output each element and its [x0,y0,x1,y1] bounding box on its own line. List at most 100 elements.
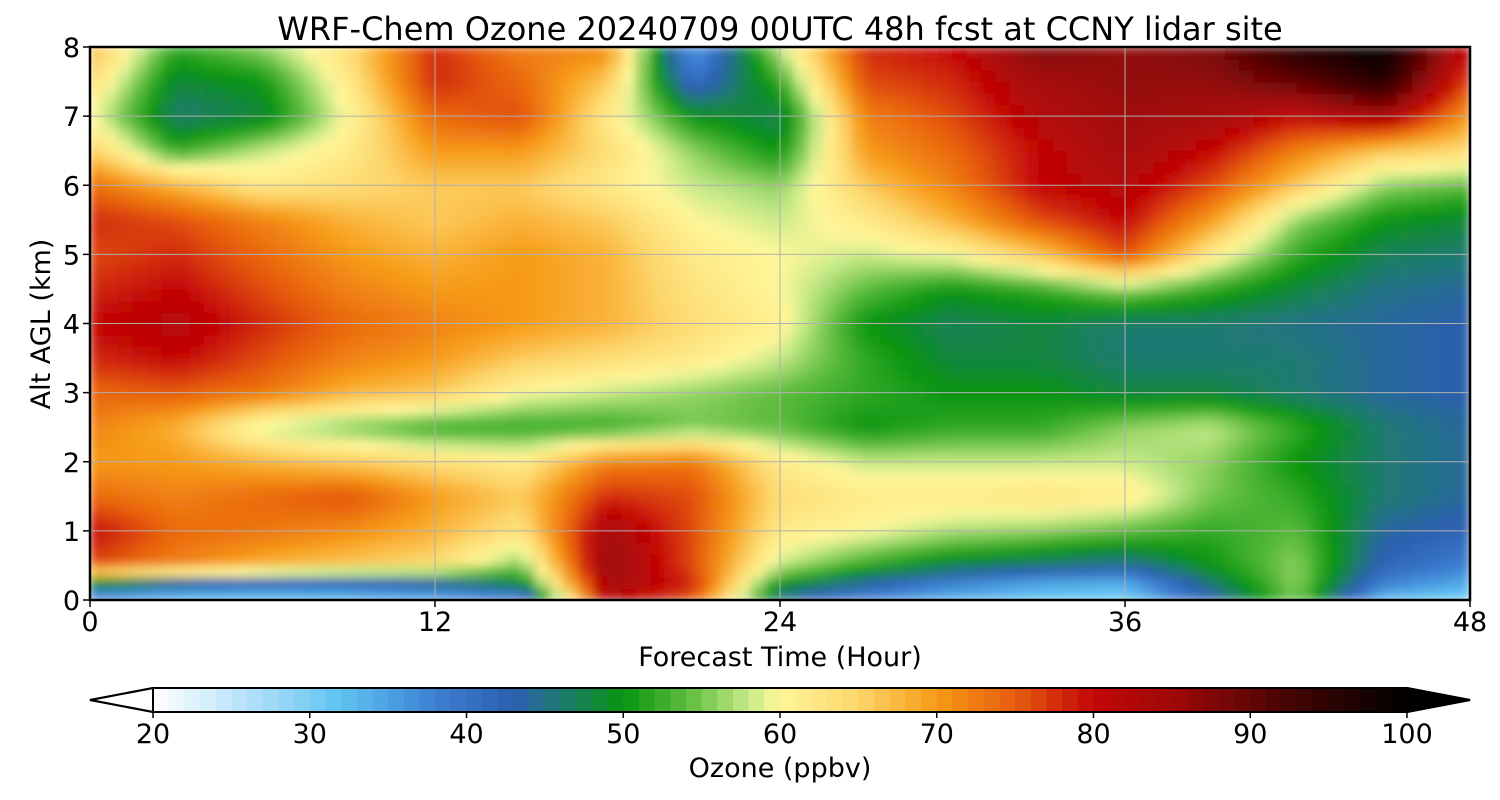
ozone-cell [1181,541,1198,555]
ozone-cell [1210,380,1227,394]
ozone-cell [276,127,292,140]
ozone-cell [995,438,1011,451]
ozone-cell [276,230,292,244]
ozone-cell [664,495,680,509]
ozone-cell [822,426,839,440]
ozone-cell [1411,449,1428,463]
ozone-cell [405,438,422,451]
ozone-cell [1181,127,1198,140]
ozone-cell [721,173,738,186]
ozone-cell [132,219,149,232]
ozone-cell [333,288,350,302]
ozone-cell [650,345,666,359]
ozone-cell [1354,92,1370,106]
ozone-cell [664,288,680,302]
ozone-cell [1095,518,1112,532]
ozone-cell [391,345,407,359]
ozone-cell [405,173,422,186]
ozone-cell [376,80,393,94]
ozone-cell [90,311,105,325]
ozone-cell [966,461,982,474]
ozone-cell [1181,334,1198,348]
ozone-cell [779,80,795,94]
ozone-cell [448,253,465,267]
ozone-cell [635,299,652,313]
ozone-cell [376,461,393,474]
ozone-cell [491,184,508,198]
ozone-cell [391,173,407,186]
colorbar-band [1218,688,1236,712]
ozone-cell [578,380,594,394]
ozone-cell [261,507,278,520]
ozone-cell [218,392,235,405]
ozone-cell [721,265,738,279]
ozone-cell [923,311,939,325]
ozone-cell [1325,253,1342,267]
ozone-cell [1354,230,1370,244]
ozone-cell [549,380,565,394]
ozone-cell [1311,47,1327,60]
ozone-cell [1268,357,1284,371]
ozone-cell [793,415,810,428]
ozone-cell [1181,472,1198,486]
ozone-cell [765,150,781,163]
ozone-cell [506,484,522,497]
colorbar-band [1203,688,1220,712]
ozone-cell [1340,230,1356,244]
ozone-cell [1124,230,1140,244]
ozone-cell [247,127,264,140]
ozone-cell [1455,564,1470,578]
ozone-cell [434,288,450,302]
ozone-cell [1253,530,1270,543]
ozone-cell [491,495,508,509]
ozone-cell [1455,530,1470,543]
ozone-cell [865,207,882,221]
ozone-cell [261,253,278,267]
ozone-cell [233,368,249,382]
ozone-cell [635,345,652,359]
ozone-cell [779,242,795,255]
ozone-cell [1368,576,1385,590]
ozone-cell [606,115,623,129]
ozone-cell [1368,207,1385,221]
ozone-cell [1225,127,1241,140]
ozone-cell [578,230,594,244]
ozone-cell [161,127,177,140]
ozone-cell [1009,472,1025,486]
ozone-cell [635,415,652,428]
ozone-cell [247,80,264,94]
ozone-cell [1296,587,1313,600]
colorbar-band [983,688,1001,712]
ozone-cell [606,299,623,313]
ozone-cell [218,57,235,71]
ozone-cell [535,403,551,417]
ozone-cell [779,230,795,244]
ozone-cell [1383,161,1399,175]
ozone-cell [448,553,465,567]
ozone-cell [549,242,565,255]
ozone-cell [1181,507,1198,520]
ozone-cell [635,219,652,232]
ozone-cell [966,80,982,94]
ozone-cell [1325,507,1342,520]
ozone-cell [448,392,465,405]
ozone-cell [290,253,307,267]
ozone-cell [218,507,235,520]
ozone-cell [420,461,436,474]
ozone-cell [1296,80,1313,94]
ozone-cell [506,127,522,140]
ozone-cell [765,138,781,152]
ozone-cell [506,47,522,60]
ozone-cell [448,92,465,106]
ozone-cell [721,357,738,371]
ozone-cell [420,484,436,497]
ozone-cell [865,576,882,590]
ozone-cell [1196,265,1212,279]
ozone-cell [1023,47,1040,60]
ozone-cell [1426,253,1442,267]
ozone-cell [1239,553,1255,567]
ozone-cell [405,334,422,348]
ozone-cell [204,449,220,463]
ozone-cell [923,92,939,106]
ozone-cell [218,403,235,417]
